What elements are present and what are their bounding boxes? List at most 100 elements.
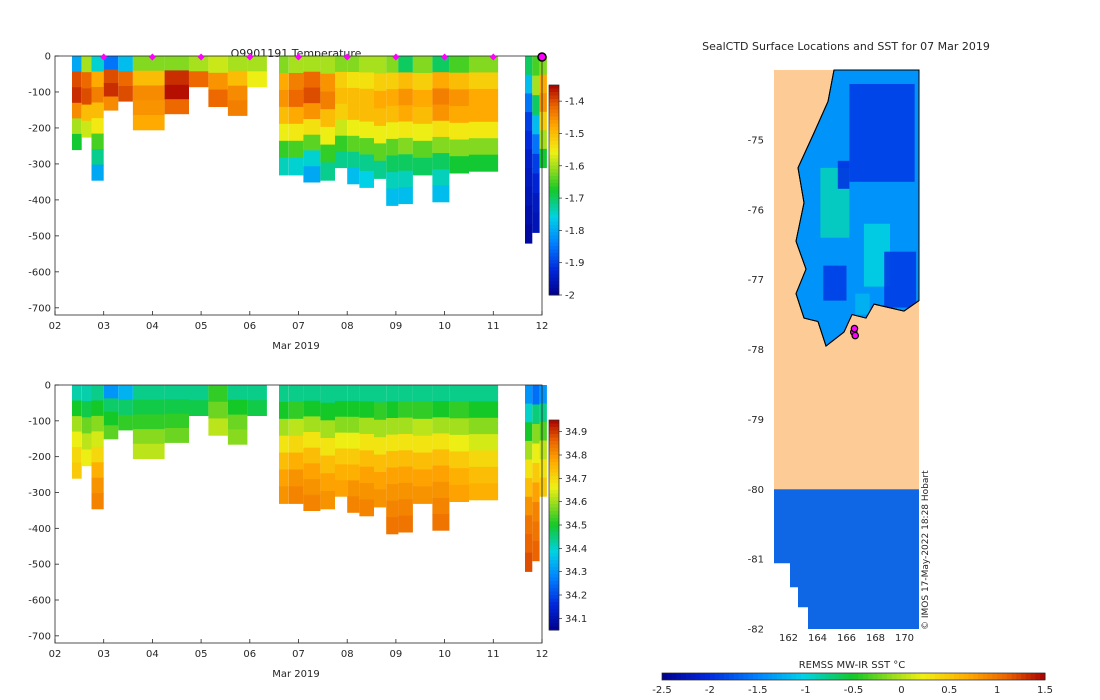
- colorbar-segment: [549, 420, 559, 424]
- x-tick-label: 07: [292, 649, 305, 660]
- profile-26-cell: [532, 424, 540, 445]
- profile-3-cell: [103, 411, 119, 426]
- sst-colorbar-segment: [992, 673, 998, 680]
- profile-12-cell: [288, 452, 304, 471]
- profile-25-cell: [525, 168, 533, 188]
- colorbar-segment: [549, 469, 559, 473]
- colorbar-segment: [549, 281, 559, 285]
- colorbar-segment: [549, 455, 559, 459]
- profile-0-cell: [72, 87, 82, 104]
- profile-19-cell: [386, 89, 399, 107]
- sst-colorbar-tick-label: -2.5: [652, 685, 672, 696]
- colorbar-segment: [549, 605, 559, 610]
- sst-colorbar-tick-label: -2: [705, 685, 715, 696]
- profile-24-cell: [468, 450, 499, 468]
- profile-20-cell: [398, 88, 413, 106]
- colorbar-segment: [549, 514, 559, 519]
- colorbar-segment: [549, 288, 559, 292]
- profile-22-cell: [432, 417, 450, 434]
- profile-13-cell: [303, 134, 321, 151]
- y-tick-label: -600: [28, 596, 51, 607]
- profile-14-cell: [320, 420, 335, 439]
- profile-17-cell: [359, 434, 374, 451]
- profile-24-cell: [468, 434, 499, 452]
- profile-25-cell: [525, 422, 533, 442]
- profile-14-cell: [320, 455, 335, 474]
- colorbar-segment: [549, 267, 559, 271]
- profile-0-cell: [72, 118, 82, 135]
- colorbar-tick-label: -1.4: [565, 97, 585, 108]
- map-panel: SealCTD Surface Locations and SST for 07…: [652, 40, 1053, 696]
- colorbar-segment: [549, 560, 559, 564]
- sst-colorbar-frame: [661, 672, 1046, 681]
- profile-15-cell: [335, 119, 348, 137]
- profile-15-cell: [335, 416, 348, 434]
- colorbar-segment: [549, 525, 559, 529]
- profile-marker: [246, 53, 254, 61]
- sst-colorbar-segment: [853, 673, 859, 680]
- profile-27-cell: [539, 148, 547, 169]
- colorbar-segment: [549, 570, 559, 575]
- profile-18-cell: [374, 472, 387, 490]
- colorbar-segment: [549, 130, 559, 135]
- profile-13-cell: [303, 385, 321, 402]
- colorbar-segment: [549, 221, 559, 226]
- colorbar-segment: [549, 92, 559, 96]
- profile-26-cell: [532, 404, 540, 425]
- sst-colorbar-segment: [1011, 673, 1017, 680]
- profile-10-cell: [247, 400, 267, 416]
- colorbar-segment: [549, 490, 559, 494]
- colorbar-tick-label: 34.2: [565, 591, 587, 602]
- sst-colorbar-segment: [949, 673, 955, 680]
- colorbar-tick-label: 34.8: [565, 451, 587, 462]
- profile-8-cell: [208, 401, 228, 419]
- x-tick-label: 06: [243, 321, 256, 332]
- profile-5-cell: [132, 385, 165, 401]
- colorbar-segment: [549, 218, 559, 222]
- colorbar-segment: [549, 186, 559, 191]
- sst-colorbar-segment: [810, 673, 816, 680]
- temperature-markers: [100, 52, 547, 62]
- colorbar-segment: [549, 602, 559, 606]
- colorbar-segment: [549, 577, 559, 582]
- profile-7-cell: [188, 385, 209, 401]
- profile-26-cell: [532, 385, 540, 406]
- colorbar-segment: [549, 228, 559, 233]
- profile-0-cell: [72, 447, 82, 464]
- colorbar-segment: [549, 291, 559, 296]
- profile-2-cell: [91, 431, 104, 448]
- profile-24-cell: [468, 56, 499, 73]
- profile-22-cell: [432, 88, 450, 106]
- profile-27-cell: [539, 74, 547, 94]
- profile-12-cell: [288, 56, 304, 74]
- profile-13-cell: [303, 119, 321, 136]
- colorbar-segment: [549, 581, 559, 585]
- colorbar-segment: [549, 235, 559, 240]
- profile-12-cell: [288, 469, 304, 487]
- profile-19-cell: [386, 484, 399, 502]
- profile-4-cell: [118, 399, 133, 416]
- profile-1-cell: [81, 449, 92, 467]
- colorbar-segment: [549, 549, 559, 554]
- sst-colorbar-segment: [863, 673, 869, 680]
- profile-18-cell: [374, 402, 387, 421]
- profile-22-cell: [432, 497, 450, 515]
- profile-19-cell: [386, 500, 399, 518]
- colorbar-segment: [549, 214, 559, 219]
- colorbar-segment: [549, 595, 559, 599]
- profile-21-cell: [412, 418, 433, 437]
- colorbar-segment: [549, 500, 559, 505]
- colorbar-segment: [549, 274, 559, 278]
- profile-20-cell: [398, 170, 413, 188]
- colorbar-segment: [549, 141, 559, 145]
- profile-12-cell: [288, 73, 304, 91]
- profile-13-cell: [303, 400, 321, 417]
- sst-colorbar-segment: [887, 673, 893, 680]
- profile-0-cell: [72, 462, 82, 479]
- sst-colorbar-segment: [757, 673, 764, 680]
- sst-colorbar-segment: [762, 673, 768, 680]
- profile-21-cell: [412, 401, 433, 420]
- sst-colorbar-segment: [891, 673, 898, 680]
- colorbar-segment: [549, 176, 559, 180]
